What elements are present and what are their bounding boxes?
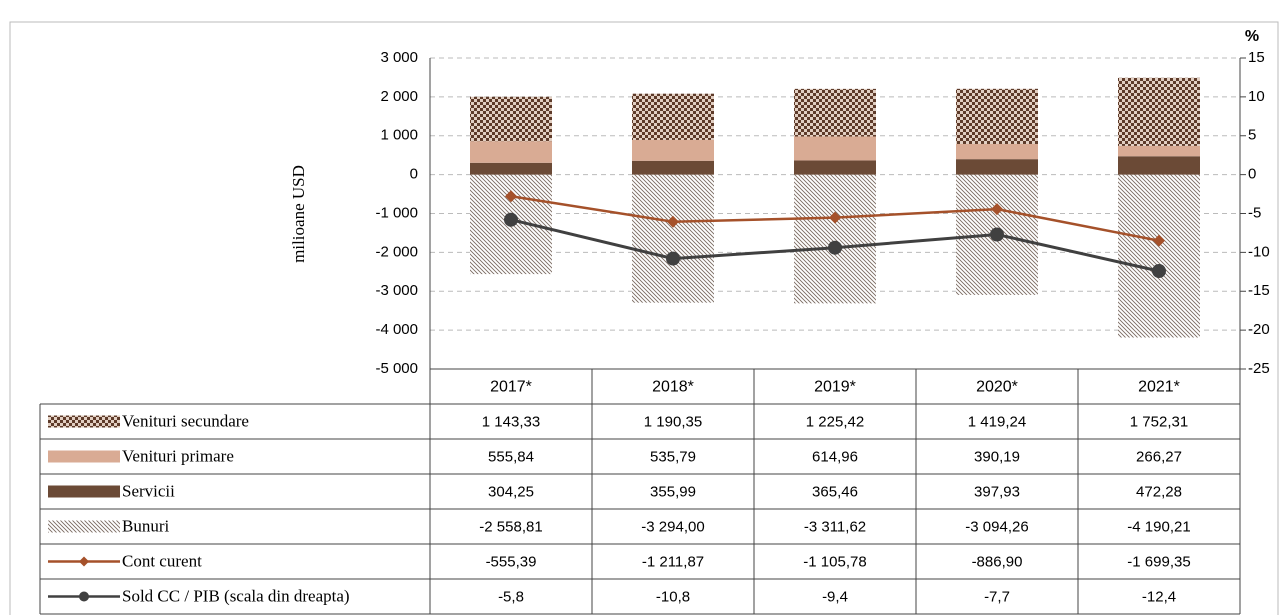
y2-axis-label: % bbox=[1245, 28, 1259, 45]
line-marker bbox=[990, 227, 1004, 242]
bar bbox=[1118, 145, 1200, 157]
legend-label: Cont curent bbox=[122, 551, 202, 570]
y-tick-label: 1 000 bbox=[380, 127, 418, 144]
table-cell: 266,27 bbox=[1136, 448, 1182, 465]
bar bbox=[1118, 174, 1200, 338]
legend-label: Servicii bbox=[122, 481, 175, 500]
line-marker bbox=[1153, 234, 1165, 247]
table-cell: -9,4 bbox=[822, 588, 848, 605]
table-cell: -7,7 bbox=[984, 588, 1010, 605]
table-cell: 614,96 bbox=[812, 448, 858, 465]
legend-swatch bbox=[48, 520, 120, 533]
bar bbox=[470, 162, 552, 175]
line-marker bbox=[1152, 264, 1166, 279]
legend-swatch bbox=[48, 415, 120, 428]
table-cell: -2 558,81 bbox=[479, 518, 542, 535]
table-cell: 304,25 bbox=[488, 483, 534, 500]
y2-tick-label: -10 bbox=[1248, 243, 1270, 260]
bar bbox=[632, 160, 714, 175]
legend-label: Venituri secundare bbox=[122, 411, 249, 430]
table-cell: -3 311,62 bbox=[804, 518, 866, 535]
table-cell: 1 143,33 bbox=[482, 413, 540, 430]
y-axis-label: milioane USD bbox=[289, 165, 308, 263]
table-cell: -12,4 bbox=[1142, 588, 1176, 605]
table-cell: -3 094,26 bbox=[965, 518, 1028, 535]
line-marker bbox=[504, 212, 518, 227]
table-cell: 555,84 bbox=[488, 448, 534, 465]
table-cell: 535,79 bbox=[650, 448, 696, 465]
bar bbox=[1118, 77, 1200, 146]
table-cell: -886,90 bbox=[972, 553, 1023, 570]
y-tick-label: -4 000 bbox=[375, 321, 418, 338]
y-tick-label: -2 000 bbox=[375, 243, 418, 260]
bar bbox=[956, 159, 1038, 175]
y-tick-label: 2 000 bbox=[380, 88, 418, 105]
bar bbox=[794, 174, 876, 304]
y2-tick-label: 0 bbox=[1248, 166, 1256, 183]
x-tick-label: 2018* bbox=[652, 379, 694, 396]
y-tick-label: -1 000 bbox=[375, 204, 418, 221]
bar bbox=[632, 93, 714, 140]
table-cell: -1 105,78 bbox=[803, 553, 866, 570]
table-cell: -4 190,21 bbox=[1127, 518, 1190, 535]
bar bbox=[794, 136, 876, 161]
line-marker bbox=[991, 203, 1003, 216]
legend-label: Venituri primare bbox=[122, 446, 234, 465]
line-marker bbox=[829, 211, 841, 224]
line-marker bbox=[505, 190, 517, 203]
y2-tick-label: -25 bbox=[1248, 360, 1270, 377]
chart-frame bbox=[9, 21, 1279, 615]
table-cell: 355,99 bbox=[650, 483, 696, 500]
bar bbox=[632, 174, 714, 303]
table-cell: 365,46 bbox=[812, 483, 858, 500]
table-cell: -3 294,00 bbox=[641, 518, 704, 535]
bar bbox=[794, 160, 876, 175]
legend-label: Bunuri bbox=[122, 516, 170, 535]
y-tick-label: -5 000 bbox=[375, 360, 418, 377]
legend-marker bbox=[79, 556, 89, 567]
y2-tick-label: -20 bbox=[1248, 321, 1270, 338]
x-tick-label: 2020* bbox=[976, 379, 1018, 396]
y-tick-label: 3 000 bbox=[380, 49, 418, 66]
table-cell: 1 419,24 bbox=[968, 413, 1026, 430]
bar bbox=[632, 139, 714, 161]
bar bbox=[1118, 156, 1200, 175]
y2-tick-label: 5 bbox=[1248, 127, 1256, 144]
y-tick-label: -3 000 bbox=[375, 282, 418, 299]
legend-swatch bbox=[48, 485, 120, 498]
table-cell: 472,28 bbox=[1136, 483, 1182, 500]
y2-tick-label: 15 bbox=[1248, 49, 1265, 66]
table-cell: -1 211,87 bbox=[642, 553, 704, 570]
line-marker bbox=[666, 251, 680, 266]
table-cell: -5,8 bbox=[498, 588, 524, 605]
x-tick-label: 2021* bbox=[1138, 379, 1180, 396]
legend-label: Sold CC / PIB (scala din dreapta) bbox=[122, 586, 350, 605]
table-cell: 1 225,42 bbox=[806, 413, 864, 430]
y2-tick-label: -15 bbox=[1248, 282, 1270, 299]
bar bbox=[794, 88, 876, 137]
bar bbox=[470, 141, 552, 163]
line-marker bbox=[667, 215, 679, 228]
table-cell: -555,39 bbox=[486, 553, 537, 570]
table-cell: 1 190,35 bbox=[644, 413, 702, 430]
legend-marker bbox=[79, 591, 89, 602]
y2-tick-label: 10 bbox=[1248, 88, 1265, 105]
bar bbox=[956, 88, 1038, 144]
table-cell: -1 699,35 bbox=[1127, 553, 1190, 570]
line-marker bbox=[828, 240, 842, 255]
table-cell: 397,93 bbox=[974, 483, 1020, 500]
legend-swatch bbox=[48, 450, 120, 463]
table-cell: 390,19 bbox=[974, 448, 1020, 465]
y2-tick-label: -5 bbox=[1248, 204, 1261, 221]
x-tick-label: 2019* bbox=[814, 379, 856, 396]
table-cell: 1 752,31 bbox=[1130, 413, 1188, 430]
bar bbox=[470, 96, 552, 142]
y-tick-label: 0 bbox=[410, 166, 418, 183]
bar bbox=[956, 143, 1038, 160]
x-tick-label: 2017* bbox=[490, 379, 532, 396]
table-cell: -10,8 bbox=[656, 588, 690, 605]
